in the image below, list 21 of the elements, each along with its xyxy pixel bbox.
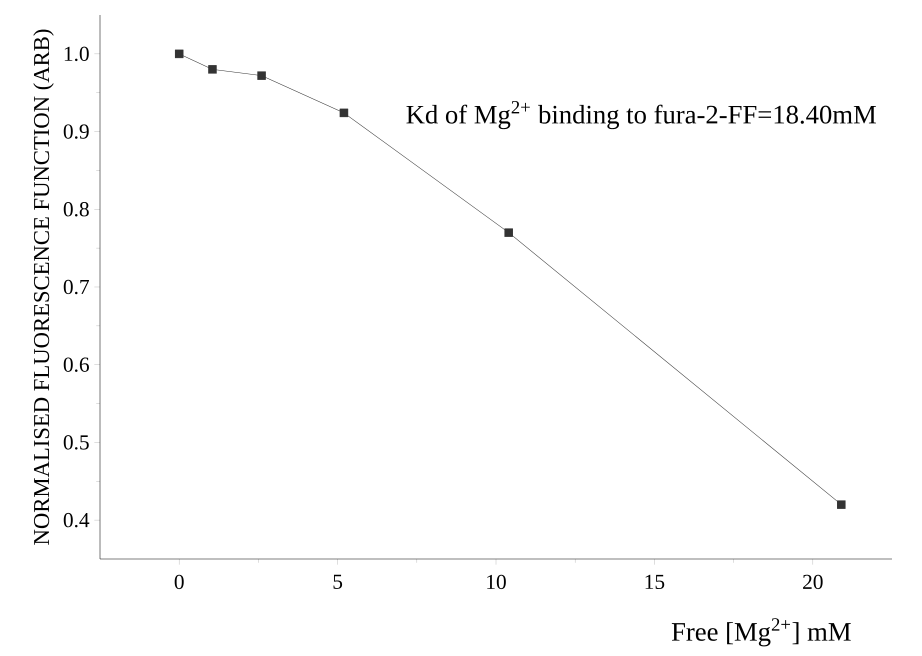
y-axis-title: NORMALISED FLUORESCENCE FUNCTION (ARB) <box>33 30 54 545</box>
x-tick-label: 15 <box>646 574 664 590</box>
y-tick-label: 0.9 <box>64 124 89 139</box>
point <box>340 108 348 118</box>
x-axis-title: Free [Mg$^{2+}$] mM <box>672 618 851 646</box>
x-tick-label: 20 <box>803 574 823 590</box>
point <box>504 228 513 237</box>
point <box>208 65 217 74</box>
y-tick-label: 1.0 <box>64 46 89 62</box>
y-tick-label: 0.5 <box>64 435 89 450</box>
point <box>174 50 184 58</box>
x-tick-label: 5 <box>334 574 342 589</box>
y-tick-label: 0.4 <box>64 512 90 528</box>
y-tick-label: 0.7 <box>64 280 89 294</box>
point <box>257 71 266 80</box>
annotation: Kd of Mg$^{2+}$ binding to fura-2-FF=18.40mM <box>406 101 876 130</box>
y-tick-label: 0.6 <box>64 357 89 372</box>
x-tick-label: 0 <box>174 574 184 590</box>
y-tick-label: 0.8 <box>64 202 89 217</box>
point <box>837 500 846 509</box>
x-tick-label: 10 <box>487 574 506 590</box>
